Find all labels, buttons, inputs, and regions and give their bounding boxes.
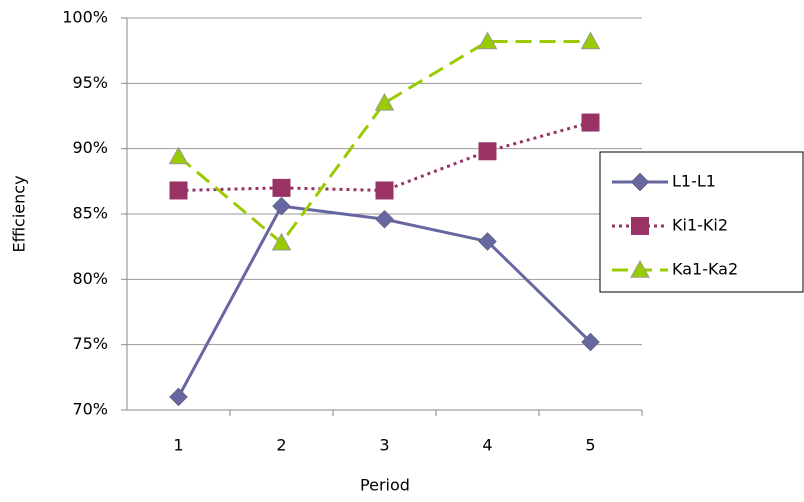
data-point — [478, 232, 497, 251]
data-point — [169, 181, 188, 200]
x-axis-label: Period — [360, 476, 410, 495]
legend: L1-L1 Ki1-Ki2 Ka1-Ka2 — [599, 151, 804, 293]
x-tick-label: 5 — [585, 436, 595, 455]
series-line — [177, 204, 592, 398]
legend-marker — [630, 172, 650, 192]
data-point — [374, 92, 395, 111]
data-point — [375, 181, 394, 200]
x-tick-label: 4 — [482, 436, 492, 455]
y-tick-label: 80% — [72, 269, 108, 288]
x-tick-label: 2 — [276, 436, 286, 455]
y-tick-label: 100% — [62, 8, 108, 27]
y-tick-label: 95% — [72, 73, 108, 92]
y-tick-label: 85% — [72, 204, 108, 223]
x-tick-label: 1 — [173, 436, 183, 455]
data-point — [271, 232, 292, 251]
data-point — [581, 332, 600, 352]
legend-label: Ki1-Ki2 — [672, 216, 728, 235]
data-point — [375, 209, 394, 229]
data-point — [168, 146, 189, 165]
data-point — [581, 113, 600, 132]
x-tick-label: 3 — [379, 436, 389, 455]
legend-label: Ka1-Ka2 — [672, 260, 738, 279]
data-point — [272, 178, 291, 197]
series-line — [178, 121, 591, 192]
legend-marker — [630, 259, 650, 278]
data-point — [580, 31, 601, 50]
data-point — [272, 196, 291, 216]
series-line — [177, 40, 591, 245]
legend-label: L1-L1 — [672, 172, 716, 191]
y-tick-label: 90% — [72, 138, 108, 157]
y-tick-label: 70% — [72, 400, 108, 419]
y-tick-label: 75% — [72, 334, 108, 353]
y-axis-label: Efficiency — [10, 175, 29, 252]
data-point — [478, 142, 497, 161]
data-point — [477, 31, 498, 50]
data-point — [169, 387, 188, 407]
legend-marker — [631, 217, 649, 235]
